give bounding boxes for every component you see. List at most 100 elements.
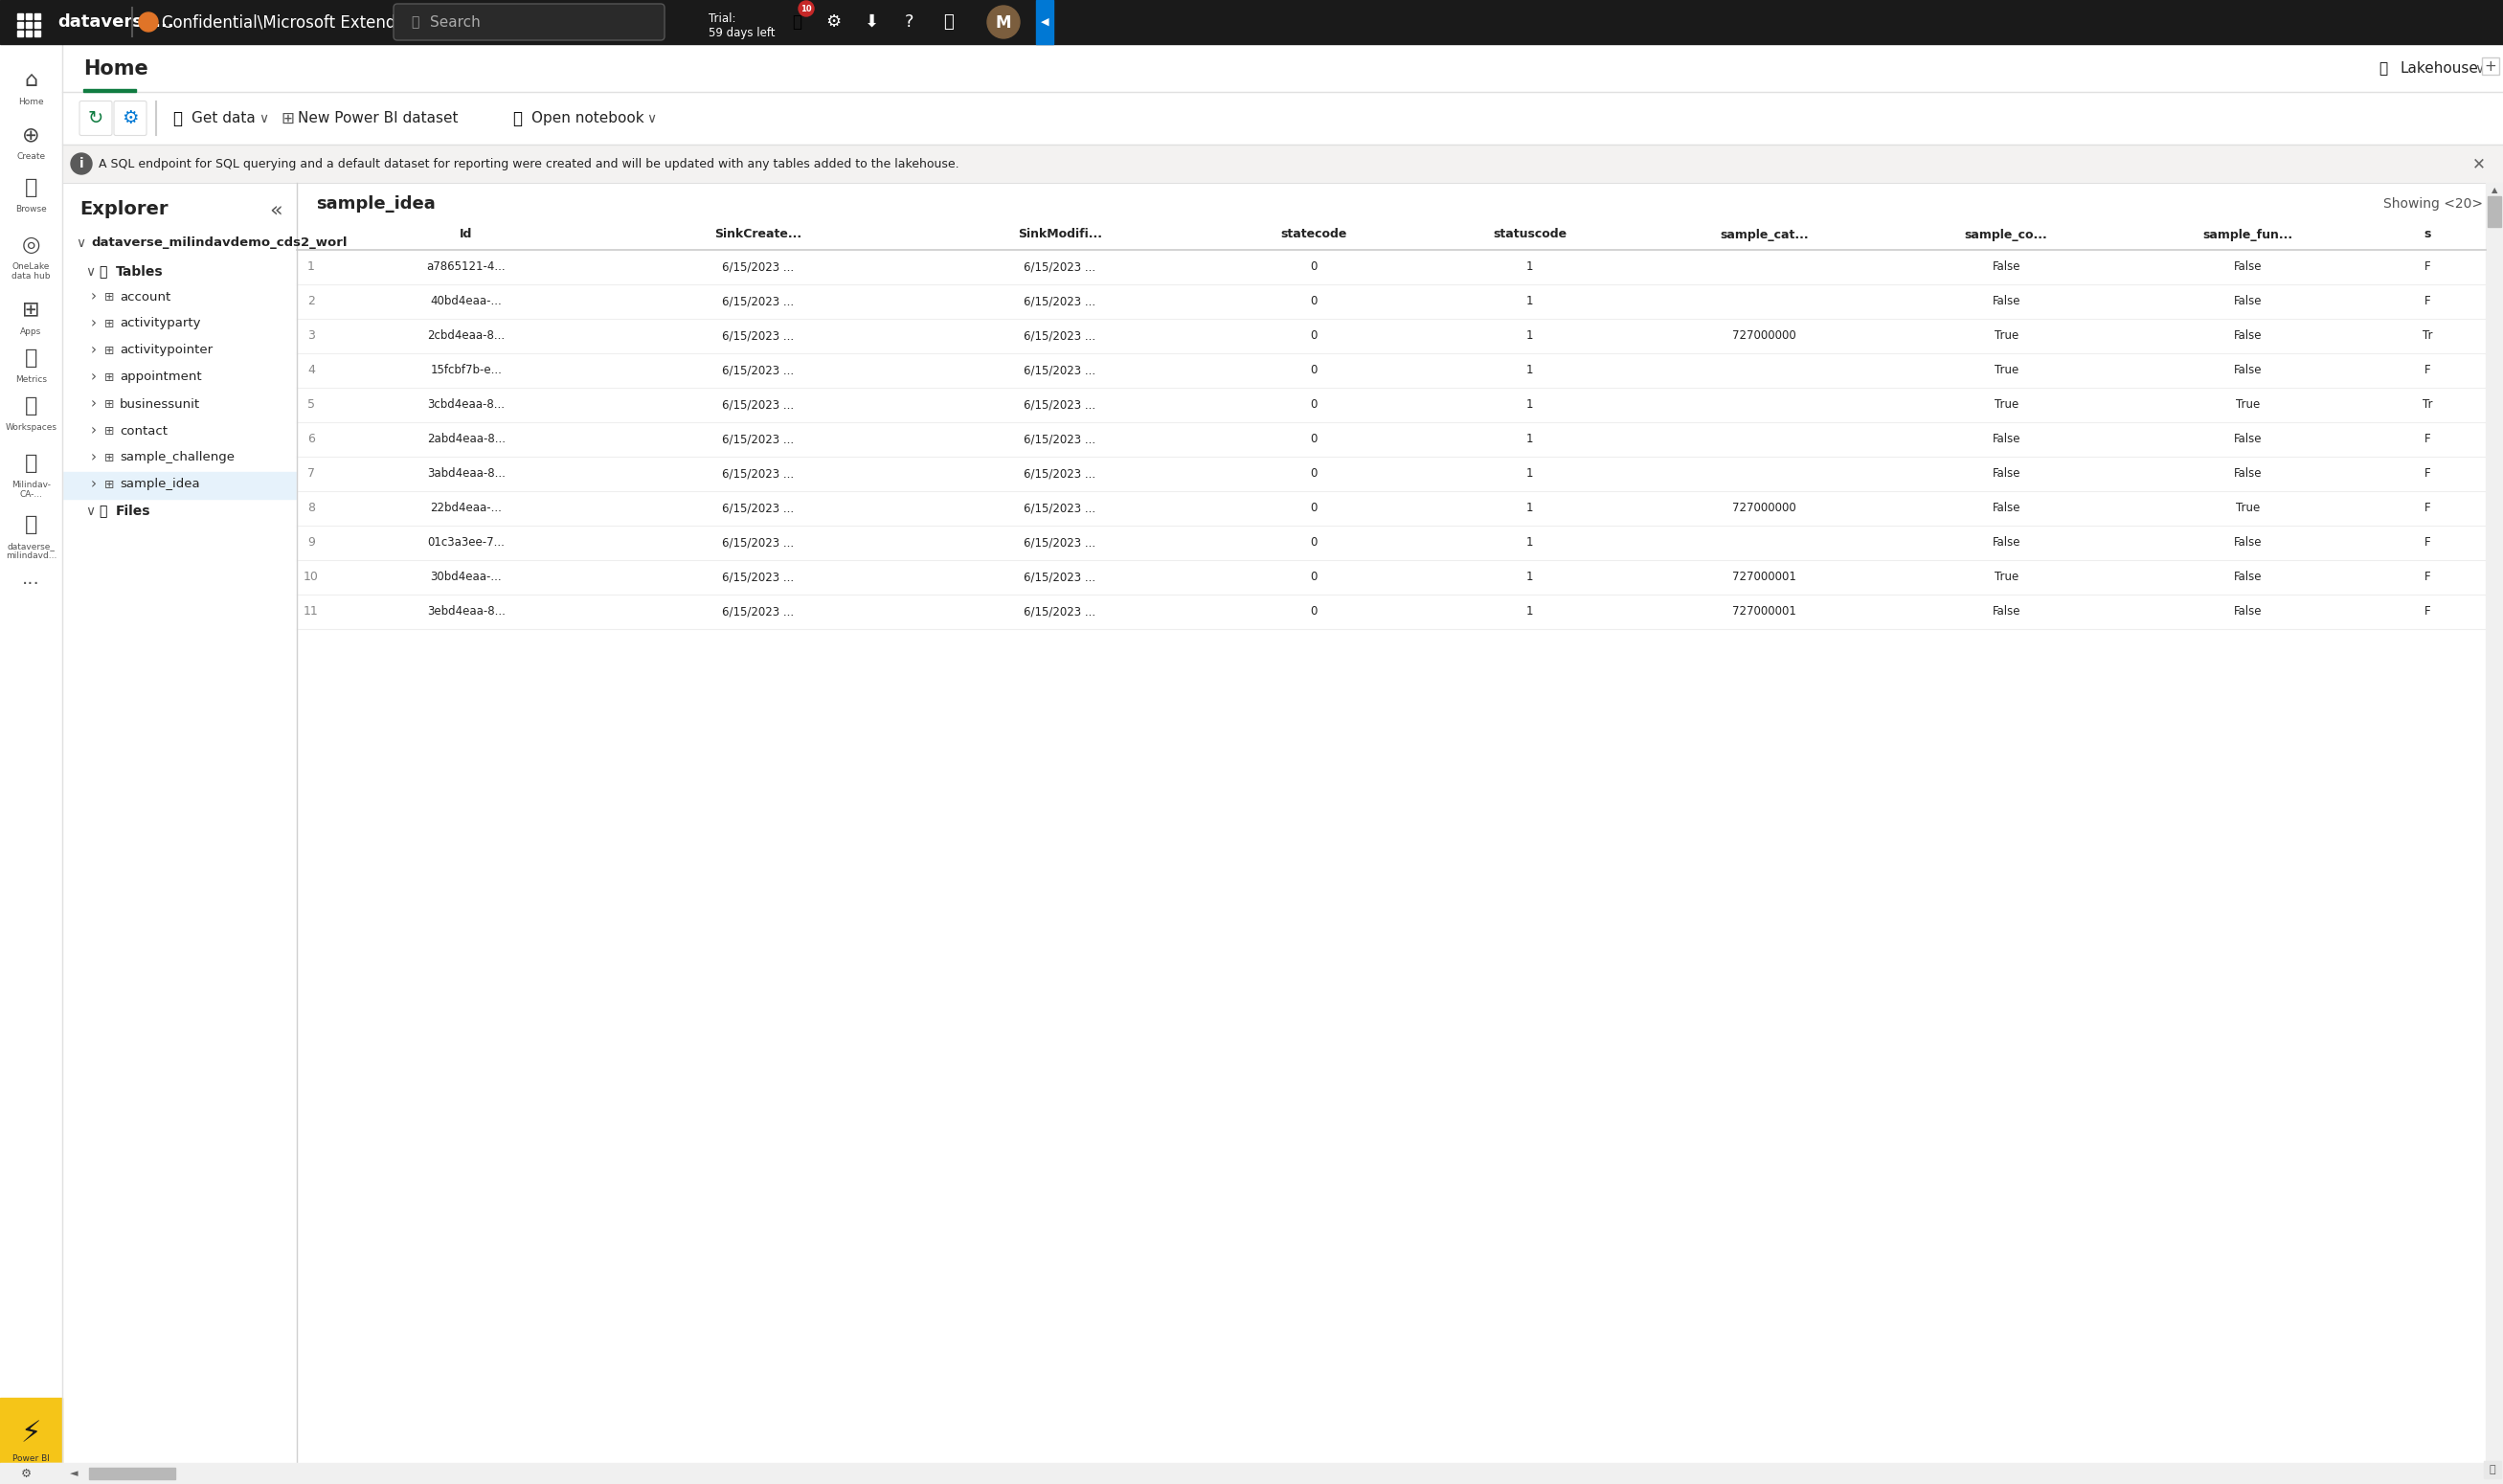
- Text: i: i: [80, 157, 83, 171]
- Text: 8: 8: [308, 502, 315, 515]
- Text: 0: 0: [1312, 329, 1317, 343]
- Text: F: F: [2425, 295, 2430, 307]
- Text: 🏠: 🏠: [2378, 62, 2388, 76]
- Text: Confidential\Microsoft Extended: Confidential\Microsoft Extended: [163, 13, 415, 31]
- Text: ›: ›: [90, 451, 98, 464]
- Text: 1: 1: [308, 261, 315, 273]
- Text: Trial:: Trial:: [708, 12, 736, 25]
- Text: ⊕: ⊕: [23, 126, 40, 144]
- Text: True: True: [2235, 502, 2260, 515]
- Text: 10: 10: [303, 571, 318, 583]
- Text: 6/15/2023 ...: 6/15/2023 ...: [1024, 364, 1096, 377]
- Text: sample_co...: sample_co...: [1965, 229, 2047, 240]
- Text: False: False: [1992, 467, 2020, 481]
- Bar: [0, 0, 2503, 45]
- Text: 727000000: 727000000: [1732, 502, 1797, 515]
- Text: 6/15/2023 ...: 6/15/2023 ...: [1024, 502, 1096, 515]
- Text: statuscode: statuscode: [1492, 229, 1567, 240]
- Text: businessunit: businessunit: [120, 398, 200, 410]
- Text: contact: contact: [120, 424, 168, 438]
- Bar: [83, 89, 135, 92]
- Bar: [298, 220, 2485, 249]
- Text: ∨: ∨: [258, 111, 268, 125]
- Text: 📋: 📋: [513, 110, 521, 126]
- Text: Metrics: Metrics: [15, 375, 48, 384]
- Text: 6/15/2023 ...: 6/15/2023 ...: [721, 502, 793, 515]
- Bar: [63, 144, 2503, 183]
- Bar: [18, 13, 23, 19]
- Text: Tr: Tr: [2423, 399, 2433, 411]
- Text: 3: 3: [308, 329, 315, 343]
- Text: Power BI: Power BI: [13, 1454, 50, 1463]
- Bar: [18, 31, 23, 37]
- Text: False: False: [2235, 295, 2263, 307]
- Text: 40bd4eaa-...: 40bd4eaa-...: [431, 295, 501, 307]
- Text: F: F: [2425, 605, 2430, 617]
- Text: ⊞: ⊞: [105, 371, 115, 383]
- Text: False: False: [2235, 467, 2263, 481]
- Text: 30bd4eaa-...: 30bd4eaa-...: [431, 571, 501, 583]
- Text: ⚡: ⚡: [20, 1420, 43, 1448]
- Text: False: False: [2235, 261, 2263, 273]
- Text: 6/15/2023 ...: 6/15/2023 ...: [721, 364, 793, 377]
- Text: dataverse...: dataverse...: [58, 13, 175, 31]
- Text: 2cbd4eaa-8...: 2cbd4eaa-8...: [428, 329, 506, 343]
- Text: 2abd4eaa-8...: 2abd4eaa-8...: [426, 433, 506, 445]
- Text: 0: 0: [1312, 605, 1317, 617]
- Text: ↻: ↻: [88, 110, 103, 128]
- Bar: [0, 1463, 63, 1484]
- Text: 6/15/2023 ...: 6/15/2023 ...: [1024, 537, 1096, 549]
- Text: 👤: 👤: [25, 454, 38, 473]
- Text: A SQL endpoint for SQL querying and a default dataset for reporting were created: A SQL endpoint for SQL querying and a de…: [98, 157, 959, 171]
- Text: «: «: [270, 200, 283, 220]
- Text: 1: 1: [1527, 537, 1534, 549]
- Text: ⚙: ⚙: [826, 13, 841, 31]
- Text: Lakehouse: Lakehouse: [2400, 62, 2478, 76]
- Text: 727000001: 727000001: [1732, 571, 1797, 583]
- Text: 3cbd4eaa-8...: 3cbd4eaa-8...: [428, 399, 506, 411]
- Bar: [25, 13, 33, 19]
- Text: ⬇: ⬇: [864, 13, 879, 31]
- Text: 6/15/2023 ...: 6/15/2023 ...: [1024, 605, 1096, 617]
- Text: 0: 0: [1312, 537, 1317, 549]
- Text: OneLake: OneLake: [13, 263, 50, 272]
- Text: ›: ›: [90, 478, 98, 491]
- Text: False: False: [2235, 605, 2263, 617]
- Text: dataverse_milindavdemo_cds2_worl: dataverse_milindavdemo_cds2_worl: [90, 237, 348, 249]
- Text: appointment: appointment: [120, 371, 203, 383]
- Text: 22bd4eaa-...: 22bd4eaa-...: [431, 502, 501, 515]
- Text: ›: ›: [90, 370, 98, 384]
- Text: False: False: [2235, 571, 2263, 583]
- Text: activitypointer: activitypointer: [120, 344, 213, 356]
- Text: 2: 2: [308, 295, 315, 307]
- Text: ◎: ◎: [23, 236, 40, 255]
- Text: Home: Home: [18, 98, 45, 107]
- Text: Explorer: Explorer: [80, 200, 168, 218]
- Text: ⌂: ⌂: [25, 71, 38, 91]
- Text: ›: ›: [90, 343, 98, 358]
- Text: Milindav-: Milindav-: [13, 481, 50, 490]
- Text: Get data: Get data: [193, 111, 255, 126]
- Text: 0: 0: [1312, 261, 1317, 273]
- Bar: [0, 45, 63, 1484]
- Text: 6/15/2023 ...: 6/15/2023 ...: [1024, 295, 1096, 307]
- Text: dataverse_: dataverse_: [8, 542, 55, 551]
- Text: ⊞: ⊞: [105, 478, 115, 491]
- Bar: [2488, 196, 2500, 227]
- Text: 3abd4eaa-8...: 3abd4eaa-8...: [428, 467, 506, 481]
- Bar: [35, 22, 40, 28]
- Text: Tables: Tables: [115, 266, 163, 279]
- Text: ⊞: ⊞: [280, 110, 293, 126]
- Bar: [63, 183, 298, 1484]
- Text: ›: ›: [90, 316, 98, 331]
- Bar: [90, 1468, 175, 1480]
- Text: data hub: data hub: [13, 272, 50, 280]
- Text: F: F: [2425, 364, 2430, 377]
- Text: False: False: [1992, 261, 2020, 273]
- Text: Apps: Apps: [20, 328, 43, 335]
- Text: 11: 11: [303, 605, 318, 617]
- Text: Home: Home: [83, 59, 148, 79]
- Text: True: True: [1995, 399, 2017, 411]
- Text: ⚙: ⚙: [20, 1468, 33, 1480]
- Text: ►: ►: [2488, 1469, 2495, 1478]
